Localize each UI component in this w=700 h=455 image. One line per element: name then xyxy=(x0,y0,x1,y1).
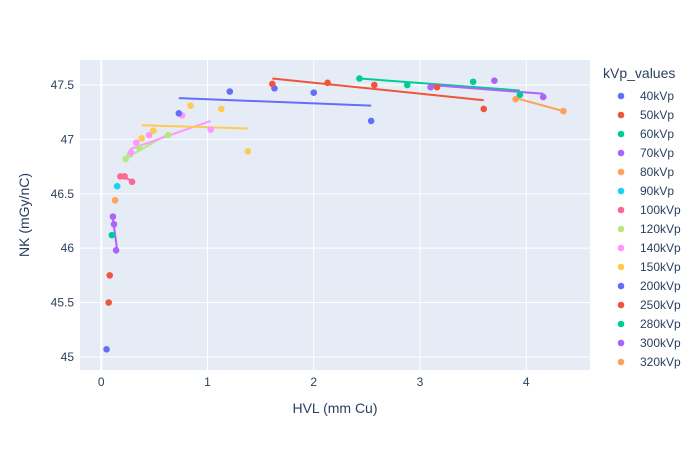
legend-marker-300kVp xyxy=(617,339,625,347)
legend: kVp_values 40kVp 50kVp 60kVp 70kVp 80kVp 90kV… xyxy=(603,65,681,369)
legend-label-80kVp: 80kVp xyxy=(640,165,674,179)
legend-marker-250kVp xyxy=(617,301,625,309)
data-point-300kVp xyxy=(539,93,547,101)
legend-title: kVp_values xyxy=(603,65,675,81)
data-point-320kVp xyxy=(560,107,567,115)
legend-label-140kVp: 140kVp xyxy=(640,241,681,255)
point-layer xyxy=(103,75,567,353)
x-tick-label: 3 xyxy=(417,375,424,389)
data-point-140kVp xyxy=(133,139,140,146)
legend-marker-40kVp xyxy=(617,92,625,100)
legend-label-320kVp: 320kVp xyxy=(640,355,681,369)
legend-label-70kVp: 70kVp xyxy=(640,146,674,160)
data-point-70kVp xyxy=(112,247,120,254)
data-point-70kVp xyxy=(110,220,118,228)
data-point-70kVp xyxy=(109,213,117,220)
trendline-320kVp xyxy=(515,97,564,113)
data-point-140kVp xyxy=(145,131,153,139)
data-point-280kVp xyxy=(356,75,363,82)
y-tick-label: 45.5 xyxy=(51,296,75,310)
legend-label-50kVp: 50kVp xyxy=(640,108,674,122)
data-point-90kVp xyxy=(113,182,121,190)
data-point-200kVp xyxy=(310,89,318,96)
legend-marker-90kVp xyxy=(617,187,625,195)
y-tick-label: 47.5 xyxy=(51,78,75,92)
legend-marker-200kVp xyxy=(617,282,625,290)
x-tick-label: 4 xyxy=(523,375,530,389)
y-tick-label: 46.5 xyxy=(51,187,75,201)
grid-layer xyxy=(80,60,590,370)
legend-marker-150kVp xyxy=(617,263,625,271)
legend-label-100kVp: 100kVp xyxy=(640,203,681,217)
data-point-200kVp xyxy=(175,109,183,117)
data-point-250kVp xyxy=(269,80,276,88)
legend-label-40kVp: 40kVp xyxy=(640,89,674,103)
data-point-50kVp xyxy=(105,299,112,306)
data-point-250kVp xyxy=(433,83,441,91)
data-point-120kVp xyxy=(164,131,172,139)
legend-marker-70kVp xyxy=(617,149,625,157)
legend-label-300kVp: 300kVp xyxy=(640,336,681,350)
legend-label-60kVp: 60kVp xyxy=(640,127,674,141)
y-tick-label: 47 xyxy=(61,132,75,146)
data-point-60kVp xyxy=(108,231,116,239)
legend-marker-100kVp xyxy=(617,206,625,214)
data-point-50kVp xyxy=(106,272,114,279)
data-point-120kVp xyxy=(136,144,143,152)
trendline-200kVp xyxy=(178,97,372,107)
trendline-250kVp xyxy=(272,77,484,102)
x-tick-label: 1 xyxy=(204,375,211,389)
data-point-150kVp xyxy=(187,102,194,109)
data-point-150kVp xyxy=(138,135,145,142)
legend-label-250kVp: 250kVp xyxy=(640,298,681,312)
data-point-300kVp xyxy=(491,77,498,84)
data-point-250kVp xyxy=(371,81,378,89)
x-tick-label: 2 xyxy=(310,375,317,389)
legend-marker-320kVp xyxy=(617,358,625,366)
data-point-320kVp xyxy=(512,95,519,103)
data-point-300kVp xyxy=(427,83,434,91)
trendline-300kVp xyxy=(430,84,544,95)
legend-label-280kVp: 280kVp xyxy=(640,317,681,331)
data-point-280kVp xyxy=(469,78,477,86)
data-point-140kVp xyxy=(127,149,135,156)
data-point-280kVp xyxy=(403,81,411,89)
data-point-150kVp xyxy=(150,127,157,135)
data-point-40kVp xyxy=(103,346,110,353)
legend-label-120kVp: 120kVp xyxy=(640,222,681,236)
data-point-140kVp xyxy=(207,126,214,133)
plot-area xyxy=(80,60,590,370)
legend-label-200kVp: 200kVp xyxy=(640,279,681,293)
trendline-150kVp xyxy=(141,124,248,130)
y-tick-label: 45 xyxy=(61,350,75,364)
data-point-280kVp xyxy=(516,91,524,99)
trendline-280kVp xyxy=(359,77,520,92)
data-point-250kVp xyxy=(480,105,488,113)
data-point-150kVp xyxy=(218,105,225,113)
data-point-250kVp xyxy=(324,79,331,87)
y-axis-title: NK (mGy/nC) xyxy=(16,173,32,257)
tick-layer: 0 1 2 3 4 45 45.5 46 46.5 47 47.5 xyxy=(51,78,530,389)
data-point-150kVp xyxy=(244,148,252,155)
legend-marker-280kVp xyxy=(617,320,625,328)
data-point-120kVp xyxy=(122,155,129,163)
data-point-200kVp xyxy=(226,88,234,95)
legend-marker-50kVp xyxy=(617,111,625,119)
legend-marker-80kVp xyxy=(617,168,625,176)
legend-label-150kVp: 150kVp xyxy=(640,260,681,274)
y-tick-label: 46 xyxy=(61,241,75,255)
x-tick-label: 0 xyxy=(98,375,105,389)
legend-label-90kVp: 90kVp xyxy=(640,184,674,198)
legend-marker-120kVp xyxy=(617,225,625,233)
legend-marker-60kVp xyxy=(617,130,625,138)
data-point-100kVp xyxy=(128,178,136,186)
data-point-200kVp xyxy=(367,117,375,125)
legend-marker-140kVp xyxy=(617,244,625,252)
x-axis-title: HVL (mm Cu) xyxy=(292,400,377,416)
data-point-100kVp xyxy=(121,173,128,180)
data-point-80kVp xyxy=(111,197,119,204)
